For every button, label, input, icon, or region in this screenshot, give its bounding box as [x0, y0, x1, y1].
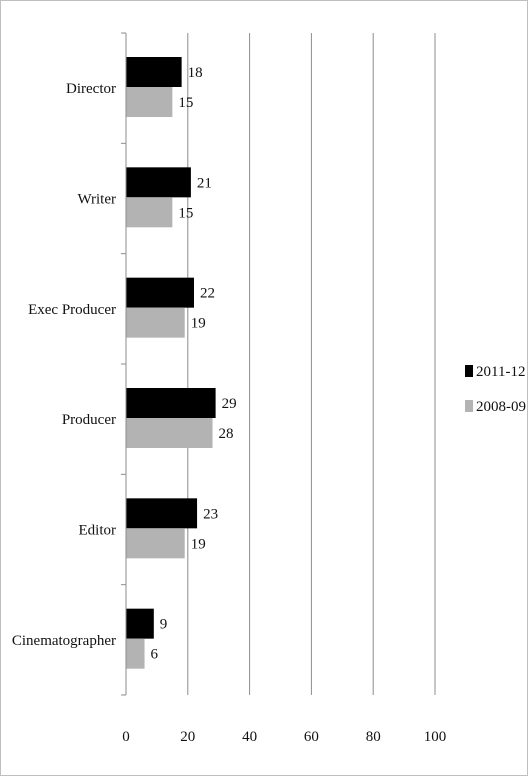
category-label: Producer	[62, 412, 116, 428]
legend-swatch	[465, 400, 473, 412]
bar-series1	[126, 57, 182, 87]
bar-series2	[126, 307, 185, 338]
axes: 0 20 40 60 80 100 Director Writer Exec Producer P…	[12, 32, 447, 745]
value-label: 9	[160, 617, 168, 633]
x-tick-label: 0	[122, 729, 130, 745]
gridlines	[187, 33, 436, 695]
value-label: 21	[197, 175, 212, 191]
x-tick-label: 80	[366, 729, 381, 745]
category-label: Writer	[77, 192, 116, 208]
category-label: Cinematographer	[12, 633, 116, 649]
bar-series2	[126, 638, 145, 669]
bar-series2	[126, 528, 185, 559]
bar-series2	[126, 197, 173, 228]
bar-series1	[126, 498, 198, 529]
bar-series2	[126, 418, 213, 448]
bar-series1	[126, 167, 191, 198]
value-label: 28	[219, 426, 234, 442]
bar-series1	[126, 277, 194, 308]
bar-series2	[126, 87, 173, 117]
value-label: 29	[222, 396, 237, 412]
legend-label: 2011-12	[476, 364, 525, 380]
legend-swatch	[465, 365, 473, 377]
value-label: 18	[188, 65, 203, 81]
category-label: Exec Producer	[28, 302, 116, 318]
bar-series1	[126, 608, 154, 639]
x-tick-label: 20	[180, 729, 195, 745]
value-label: 19	[191, 536, 206, 552]
value-label: 19	[191, 316, 206, 332]
x-tick-label: 100	[424, 729, 447, 745]
value-label: 23	[203, 506, 218, 522]
x-tick-label: 60	[304, 729, 319, 745]
value-label: 6	[151, 647, 159, 663]
category-label: Editor	[79, 523, 117, 539]
legend-label: 2008-09	[476, 399, 526, 415]
value-label: 22	[200, 286, 215, 302]
bar-series1	[126, 388, 216, 418]
category-label: Director	[66, 81, 116, 97]
x-tick-label: 40	[242, 729, 257, 745]
value-label: 15	[178, 205, 193, 221]
legend: 2011-12 2008-09	[465, 364, 526, 415]
value-label: 15	[178, 95, 193, 111]
